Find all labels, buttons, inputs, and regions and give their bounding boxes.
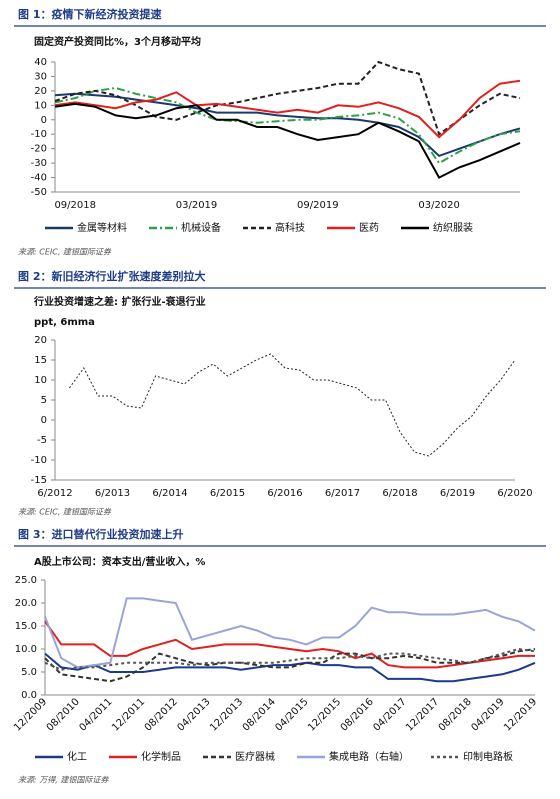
series-line xyxy=(44,648,536,683)
y-tick-label: 10 xyxy=(34,375,47,386)
x-tick-label: 6/2014 xyxy=(152,488,187,499)
series-line xyxy=(54,92,521,158)
x-tick-label: 6/2016 xyxy=(267,488,302,499)
x-tick-label: 08/2016 xyxy=(339,696,376,733)
series-line xyxy=(54,86,521,165)
x-tick-label: 09/2019 xyxy=(297,200,339,211)
figure-caption: 图 2：新旧经济行业扩张速度差别拉大 xyxy=(18,269,205,283)
chart-subtitle: ppt, 6mma xyxy=(34,317,95,328)
source-note: 来源: CEIC, 建银国际证券 xyxy=(18,508,112,517)
y-tick-label: 20.0 xyxy=(15,598,37,609)
source-note: 来源: 万得, 建银国际证券 xyxy=(18,776,109,785)
series-line xyxy=(44,647,536,671)
legend-label: 纺织服装 xyxy=(433,221,473,234)
y-tick-label: 10.0 xyxy=(15,644,37,655)
y-tick-label: -10 xyxy=(31,455,47,466)
series-line xyxy=(44,652,536,683)
x-tick-label: 08/2010 xyxy=(45,696,82,733)
x-tick-label: 04/2011 xyxy=(77,696,114,733)
x-tick-label: 04/2019 xyxy=(469,696,506,733)
y-tick-label: 15.0 xyxy=(15,621,37,632)
y-tick-label: 20 xyxy=(34,335,47,346)
y-tick-label: 25.0 xyxy=(15,575,37,586)
x-tick-label: 12/2019 xyxy=(502,696,539,733)
x-tick-label: 6/2013 xyxy=(95,488,130,499)
x-tick-label: 6/2015 xyxy=(210,488,245,499)
x-tick-label: 08/2012 xyxy=(143,696,180,733)
figure-caption: 图 3：进口替代行业投资加速上升 xyxy=(18,527,183,541)
series-line xyxy=(44,597,536,669)
x-tick-label: 08/2014 xyxy=(241,696,278,733)
y-tick-label: -15 xyxy=(31,475,47,486)
chart-title: 固定资产投资同比%，3个月移动平均 xyxy=(34,35,201,48)
x-tick-label: 12/2009 xyxy=(12,696,49,733)
y-tick-label: 0 xyxy=(41,415,47,426)
series-line xyxy=(44,620,535,669)
legend-label: 医疗器械 xyxy=(235,750,275,763)
y-tick-label: -10 xyxy=(31,129,47,140)
y-tick-label: -5 xyxy=(37,435,47,446)
source-note: 来源: CEIC, 建银国际证券 xyxy=(18,248,112,257)
x-tick-label: 6/2012 xyxy=(37,488,72,499)
y-tick-label: -50 xyxy=(31,187,47,198)
x-tick-label: 6/2020 xyxy=(497,488,532,499)
x-tick-label: 12/2013 xyxy=(208,696,245,733)
y-tick-label: 30 xyxy=(34,71,47,82)
legend-label: 高科技 xyxy=(275,221,305,234)
x-tick-label: 04/2017 xyxy=(371,696,408,733)
x-tick-label: 12/2017 xyxy=(404,696,441,733)
legend-label: 化学制品 xyxy=(141,750,181,763)
x-tick-label: 09/2018 xyxy=(54,200,96,211)
x-tick-label: 6/2018 xyxy=(382,488,417,499)
legend-label: 印制电路板 xyxy=(463,750,513,763)
y-tick-label: 15 xyxy=(34,355,47,366)
y-tick-label: -20 xyxy=(31,144,47,155)
x-tick-label: 04/2013 xyxy=(175,696,212,733)
y-tick-label: 5.0 xyxy=(21,667,37,678)
x-tick-label: 6/2019 xyxy=(440,488,475,499)
series-line xyxy=(68,353,516,457)
series-line xyxy=(54,102,521,179)
y-tick-label: 40 xyxy=(34,57,47,68)
x-tick-label: 12/2015 xyxy=(306,696,343,733)
legend-label: 化工 xyxy=(67,750,87,763)
series-line xyxy=(54,79,521,139)
x-tick-label: 6/2017 xyxy=(325,488,360,499)
legend-label: 集成电路（右轴） xyxy=(329,750,409,763)
chart-title: A股上市公司：资本支出/营业收入，% xyxy=(34,555,205,568)
chart-title: 行业投资增速之差: 扩张行业-衰退行业 xyxy=(33,295,206,308)
y-tick-label: 20 xyxy=(34,86,47,97)
x-tick-label: 12/2011 xyxy=(110,696,147,733)
y-tick-label: 10 xyxy=(34,100,47,111)
y-tick-label: 5 xyxy=(41,395,47,406)
y-tick-label: -40 xyxy=(31,173,47,184)
x-tick-label: 03/2020 xyxy=(418,200,460,211)
legend-label: 机械设备 xyxy=(181,221,221,234)
legend-label: 医药 xyxy=(359,222,379,234)
legend-label: 金属等材料 xyxy=(77,221,127,234)
x-tick-label: 08/2018 xyxy=(437,696,474,733)
x-tick-label: 03/2019 xyxy=(176,200,218,211)
y-tick-label: 0 xyxy=(41,115,47,126)
y-tick-label: -30 xyxy=(31,158,47,169)
y-tick-label: 0.0 xyxy=(21,690,37,701)
x-tick-label: 04/2015 xyxy=(273,696,310,733)
figure-caption: 图 1：疫情下新经济投资提速 xyxy=(18,7,161,21)
